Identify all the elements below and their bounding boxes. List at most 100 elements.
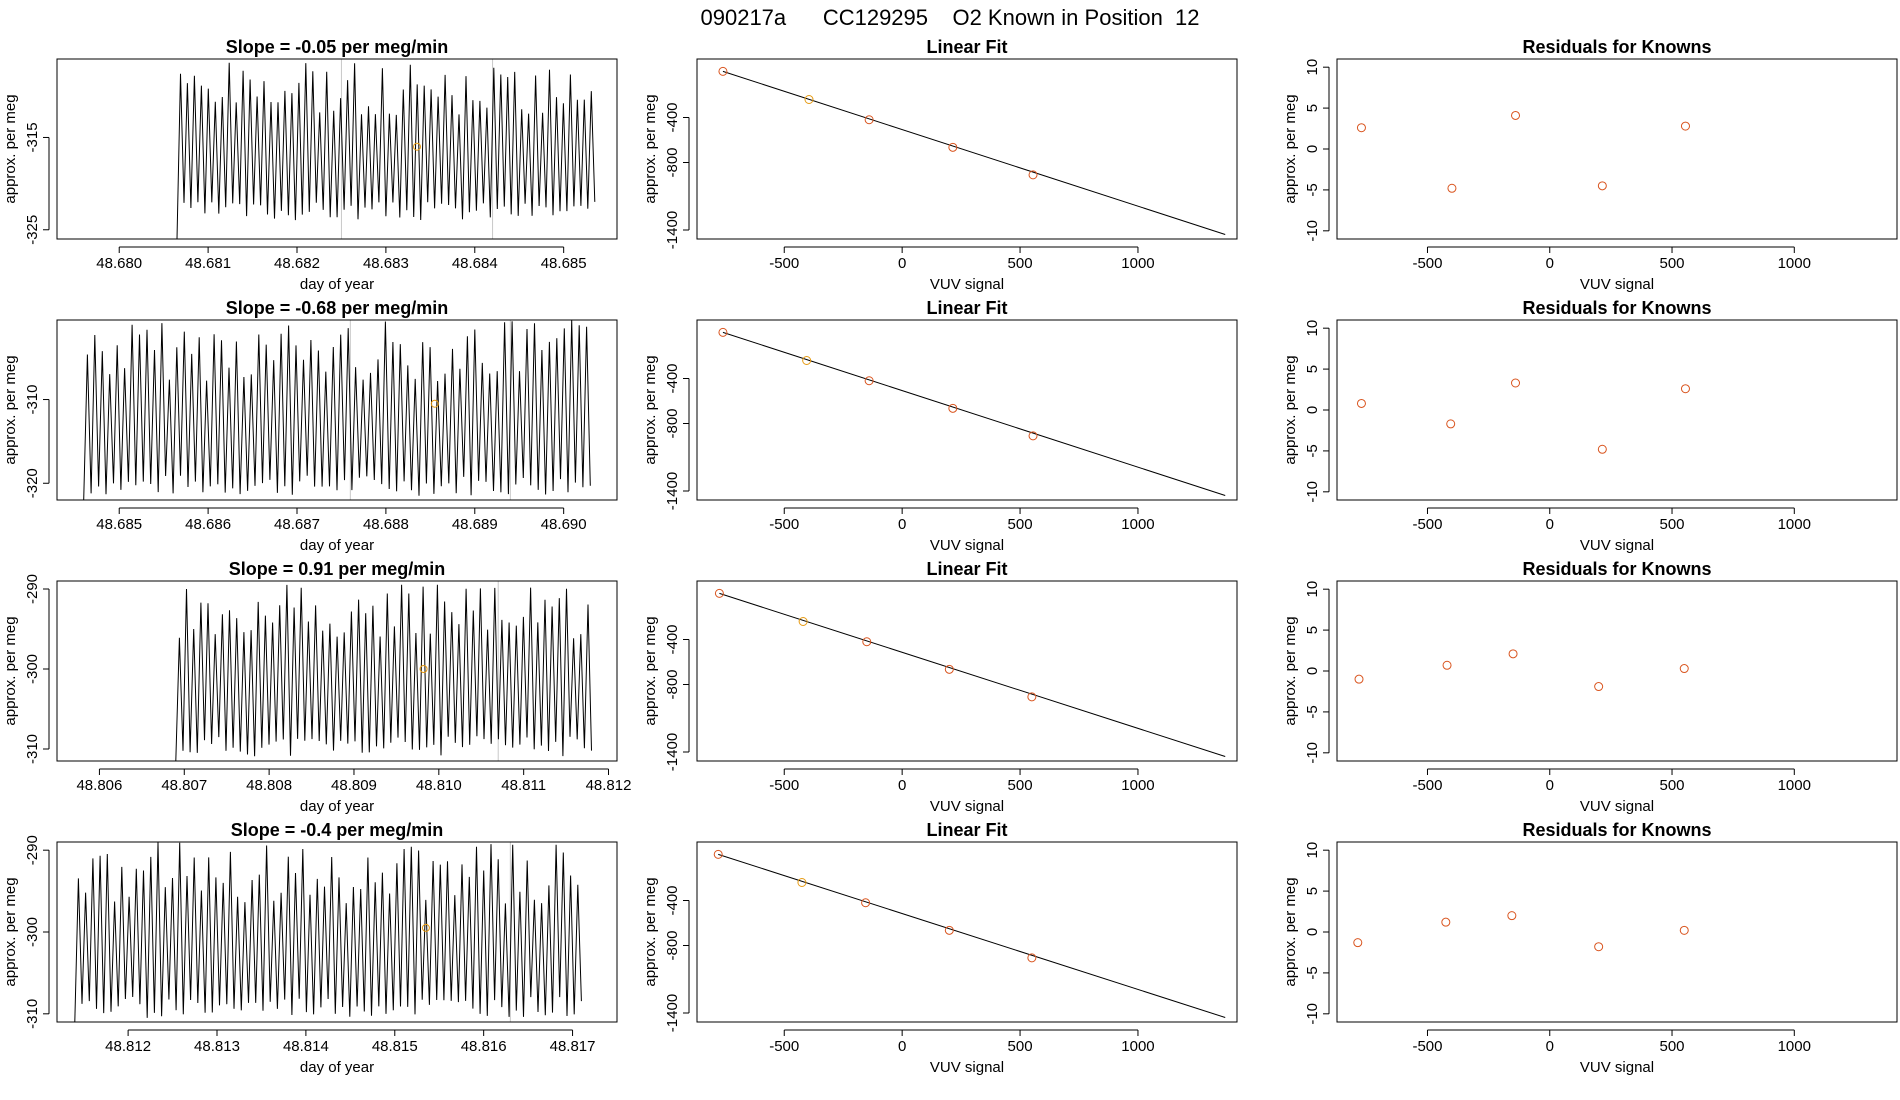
- x-tick-label: 48.682: [274, 255, 320, 272]
- x-tick-label: 48.811: [501, 777, 546, 794]
- data-point: [861, 898, 871, 908]
- data-point: [1356, 398, 1366, 408]
- x-tick-label: 0: [898, 1038, 906, 1055]
- panel-title: Residuals for Knowns: [1522, 559, 1711, 579]
- y-axis-label: approx. per meg: [1282, 877, 1299, 986]
- data-point: [1594, 942, 1604, 952]
- x-tick-label: 1000: [1121, 1038, 1154, 1055]
- y-tick-label: -310: [24, 734, 41, 764]
- y-tick-label: -800: [664, 930, 681, 960]
- x-tick-label: 1000: [1778, 777, 1811, 794]
- y-axis-label: approx. per meg: [1282, 355, 1299, 464]
- x-tick-label: 48.681: [185, 255, 231, 272]
- y-tick-label: -320: [24, 468, 41, 498]
- y-tick-label: -5: [1304, 966, 1321, 979]
- data-point: [1028, 170, 1038, 180]
- plot-area: [713, 849, 1226, 1018]
- x-tick-label: -500: [1412, 255, 1442, 272]
- y-tick-label: -800: [664, 147, 681, 177]
- y-tick-label: -290: [24, 835, 41, 865]
- plot-frame: [1336, 319, 1898, 501]
- plot-area: [57, 59, 596, 239]
- plot-frame: [696, 319, 1238, 501]
- panel-title: Linear Fit: [926, 37, 1007, 57]
- data-point: [1511, 110, 1521, 120]
- x-tick-label: 48.688: [363, 516, 409, 533]
- y-axis-label: approx. per meg: [2, 94, 19, 203]
- y-tick-label: -400: [664, 363, 681, 393]
- highlight-point: [413, 142, 421, 151]
- x-tick-label: 0: [898, 255, 906, 272]
- panel-title: Residuals for Knowns: [1522, 37, 1711, 57]
- x-tick-label: 500: [1660, 1038, 1685, 1055]
- page-title: 090217a CC129295 O2 Known in Position 12: [701, 5, 1200, 30]
- x-tick-label: -500: [769, 255, 799, 272]
- y-tick-label: -325: [24, 215, 41, 245]
- plot-area: [57, 581, 592, 761]
- x-tick-label: 1000: [1778, 255, 1811, 272]
- x-axis-label: VUV signal: [1580, 798, 1654, 815]
- data-point: [718, 66, 728, 76]
- y-axis-label: approx. per meg: [1282, 94, 1299, 203]
- x-tick-label: -500: [769, 516, 799, 533]
- x-tick-label: 48.807: [161, 777, 207, 794]
- x-axis-label: VUV signal: [1580, 537, 1654, 554]
- y-tick-label: -400: [664, 885, 681, 915]
- x-tick-label: 48.685: [96, 516, 142, 533]
- x-tick-label: 48.680: [96, 255, 142, 272]
- panel-linear-fit-4: Linear Fit -500 0 500 1000 VUV signal -400 -800…: [642, 820, 1238, 1076]
- data-point: [1442, 660, 1452, 670]
- data-point: [802, 356, 812, 365]
- panel-residuals-3: Residuals for Knowns -500 0 500 1000 VUV sign…: [1282, 559, 1898, 815]
- x-tick-label: 48.683: [363, 255, 409, 272]
- plot-area: [718, 66, 1226, 235]
- x-tick-label: 500: [1008, 777, 1033, 794]
- panel-title: Slope = -0.68 per meg/min: [226, 298, 449, 318]
- y-axis-label: approx. per meg: [1282, 616, 1299, 725]
- data-point: [1508, 649, 1518, 659]
- panel-residuals-1: Residuals for Knowns -500 0 500 1000 VUV sign…: [1282, 37, 1898, 293]
- data-point: [1447, 183, 1457, 193]
- panel-title: Slope = 0.91 per meg/min: [229, 559, 446, 579]
- x-tick-label: 48.808: [246, 777, 292, 794]
- plot-frame: [56, 841, 618, 1023]
- panel-title: Linear Fit: [926, 298, 1007, 318]
- y-tick-label: -1400: [664, 994, 681, 1032]
- y-tick-label: 10: [1304, 59, 1321, 76]
- x-tick-label: 1000: [1121, 777, 1154, 794]
- y-tick-label: -290: [24, 574, 41, 604]
- x-axis-label: day of year: [300, 537, 374, 554]
- plot-frame: [1336, 58, 1898, 240]
- panel-time-series-3: Slope = 0.91 per meg/min 48.806 48.807 48.8…: [2, 559, 631, 815]
- data-point: [1679, 664, 1689, 674]
- panel-linear-fit-3: Linear Fit -500 0 500 1000 VUV signal -400 -800…: [642, 559, 1238, 815]
- x-tick-label: 48.817: [550, 1038, 596, 1055]
- plot-frame: [1336, 580, 1898, 762]
- x-tick-label: 0: [1546, 1038, 1554, 1055]
- y-tick-label: 5: [1304, 626, 1321, 634]
- x-tick-label: 500: [1008, 255, 1033, 272]
- x-tick-label: 0: [1546, 255, 1554, 272]
- y-tick-label: -1400: [664, 211, 681, 249]
- panel-title: Slope = -0.05 per meg/min: [226, 37, 449, 57]
- y-tick-label: -10: [1304, 481, 1321, 503]
- x-tick-label: 0: [1546, 516, 1554, 533]
- x-tick-label: 0: [1546, 777, 1554, 794]
- x-axis-label: VUV signal: [930, 798, 1004, 815]
- data-point: [797, 878, 807, 887]
- data-point: [944, 925, 954, 935]
- y-tick-label: 5: [1304, 365, 1321, 373]
- panel-grid: Slope = -0.05 per meg/min 48.680 48.681 48.…: [2, 37, 1898, 1076]
- x-tick-label: 0: [898, 516, 906, 533]
- x-tick-label: 0: [898, 777, 906, 794]
- fit-line: [722, 331, 1226, 496]
- panel-linear-fit-2: Linear Fit -500 0 500 1000 VUV signal -400 -800…: [642, 298, 1238, 554]
- y-axis-label: approx. per meg: [642, 616, 659, 725]
- y-tick-label: 5: [1304, 104, 1321, 112]
- plot-area: [1354, 649, 1689, 692]
- x-tick-label: 500: [1660, 516, 1685, 533]
- plot-frame: [696, 841, 1238, 1023]
- y-tick-label: -800: [664, 408, 681, 438]
- y-tick-label: 10: [1304, 581, 1321, 598]
- data-point: [1353, 938, 1363, 948]
